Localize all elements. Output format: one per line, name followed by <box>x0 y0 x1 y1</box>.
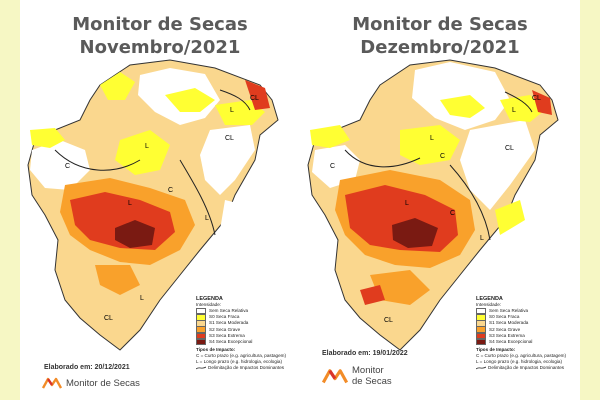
impact-line-1 <box>54 149 141 171</box>
map-label: L <box>145 143 149 150</box>
s0-east <box>215 100 265 125</box>
map-label: L <box>128 200 132 207</box>
s0-east <box>500 95 545 122</box>
map-label: CL <box>505 145 514 152</box>
legend-impact-c: C = Curto prazo (e.g. agricultura, pasta… <box>196 353 287 359</box>
s2-south <box>370 270 430 305</box>
white-area-west <box>30 140 90 190</box>
panel-title-line2: Dezembro/2021 <box>360 37 520 58</box>
map-label: L <box>140 295 144 302</box>
legend-subtitle: Intensidade: <box>476 302 502 307</box>
legend-item: Sem Seca Relativa <box>196 307 300 315</box>
white-area-east <box>200 125 255 195</box>
panel-title-line1: Monitor de Secas <box>352 14 528 35</box>
map-label: CL <box>250 95 259 102</box>
panel-title-line2: Novembro/2021 <box>79 37 241 58</box>
legend-impact-l: L = Longo prazo (e.g. hidrologia, ecolog… <box>476 359 563 365</box>
impact-line-icon <box>476 366 486 370</box>
legend-item: S1 Seca Moderada <box>196 320 300 327</box>
s0-southeast <box>495 200 525 235</box>
logo-mark-icon <box>42 377 62 389</box>
map-label: L <box>512 107 516 114</box>
map-label: L <box>230 107 234 114</box>
impact-line-3 <box>504 91 533 113</box>
impact-line-2 <box>449 164 491 241</box>
map-label: CL <box>532 95 541 102</box>
legend-impact-l: L = Longo prazo (e.g. hidrologia, ecolog… <box>196 359 283 365</box>
legend-title: LEGENDA <box>476 296 503 302</box>
legend-impact-line-item: Delimitação de Impactos Dominantes <box>476 365 580 371</box>
drought-map-november: CL L C L L C L CL L CL <box>27 59 279 351</box>
s4-center <box>392 218 438 248</box>
s0-center <box>400 125 460 165</box>
legend-item: S0 Seca Fraca <box>476 314 580 321</box>
s2-south <box>95 265 140 295</box>
logo: Monitor de Secas <box>322 365 392 387</box>
map-label: L <box>480 235 484 242</box>
map-label: L <box>430 135 434 142</box>
impact-line-3 <box>219 89 251 111</box>
legend-item: S2 Seca Grave <box>476 326 580 333</box>
map-legend: LEGENDA Intensidade: Sem Seca Relativa S… <box>196 296 300 371</box>
panel-november: Monitor de Secas Novembro/2021 <box>20 0 300 400</box>
legend-item: Sem Seca Relativa <box>476 307 580 315</box>
white-area-north <box>412 62 510 130</box>
logo-text-line2: de Secas <box>352 376 392 387</box>
map-label: C <box>65 163 70 170</box>
s4-center <box>115 220 155 248</box>
map-label: C <box>450 210 455 217</box>
s3-south <box>360 285 385 305</box>
map-label: CL <box>104 315 113 322</box>
s0-center <box>115 130 170 175</box>
left-side-bar <box>0 0 20 400</box>
s0-west <box>310 125 350 148</box>
logo-text-line1: Monitor <box>352 365 384 376</box>
logo: Monitor de Secas <box>42 377 140 389</box>
map-label: L <box>205 215 209 222</box>
legend-impact-title: Tipos de Impacto: <box>476 347 516 353</box>
s3-northeast <box>532 90 552 115</box>
legend-subtitle: Intensidade: <box>196 302 222 307</box>
s0-west <box>30 128 65 148</box>
white-area-west <box>312 145 360 188</box>
legend-item: S4 Seca Excepcional <box>196 338 300 346</box>
s0-north <box>165 88 215 112</box>
s3-northeast <box>245 80 270 110</box>
legend-impact-line-item: Delimitação de Impactos Dominantes <box>196 365 300 371</box>
legend-item: S0 Seca Fraca <box>196 314 300 321</box>
elaborated-date: Elaborado em: 20/12/2021 <box>44 364 130 371</box>
elaborated-date: Elaborado em: 19/01/2022 <box>322 350 408 357</box>
white-area-southeast <box>220 200 245 230</box>
panel-december: Monitor de Secas Dezembro/2021 CL L C C <box>300 0 580 400</box>
s0-northwest <box>100 72 135 100</box>
map-label: CL <box>225 135 234 142</box>
impact-line-1 <box>344 149 421 168</box>
map-label: C <box>330 163 335 170</box>
impact-line-2 <box>179 159 216 236</box>
logo-mark-icon <box>322 369 348 384</box>
map-legend: LEGENDA Intensidade: Sem Seca Relativa S… <box>476 296 580 371</box>
panel-title-line1: Monitor de Secas <box>72 14 248 35</box>
legend-item: S4 Seca Excepcional <box>476 338 580 346</box>
legend-impact-c: C = Curto prazo (e.g. agricultura, pasta… <box>476 353 567 359</box>
map-label: L <box>405 200 409 207</box>
legend-item: S3 Seca Extrema <box>476 332 580 340</box>
drought-map-december: CL L C C L L C L CL CL <box>307 59 559 351</box>
legend-item: S2 Seca Grave <box>196 326 300 333</box>
legend-title: LEGENDA <box>196 296 223 302</box>
logo-text: Monitor de Secas <box>66 377 140 389</box>
impact-line-icon <box>196 366 206 370</box>
map-label: C <box>168 187 173 194</box>
s0-north <box>440 95 485 118</box>
legend-item: S3 Seca Extrema <box>196 332 300 340</box>
legend-impact-title: Tipos de Impacto: <box>196 347 236 353</box>
legend-item: S1 Seca Moderada <box>476 320 580 327</box>
white-area-east <box>460 120 535 210</box>
map-label: C <box>440 153 445 160</box>
right-side-bar <box>580 0 600 400</box>
map-label: CL <box>384 317 393 324</box>
